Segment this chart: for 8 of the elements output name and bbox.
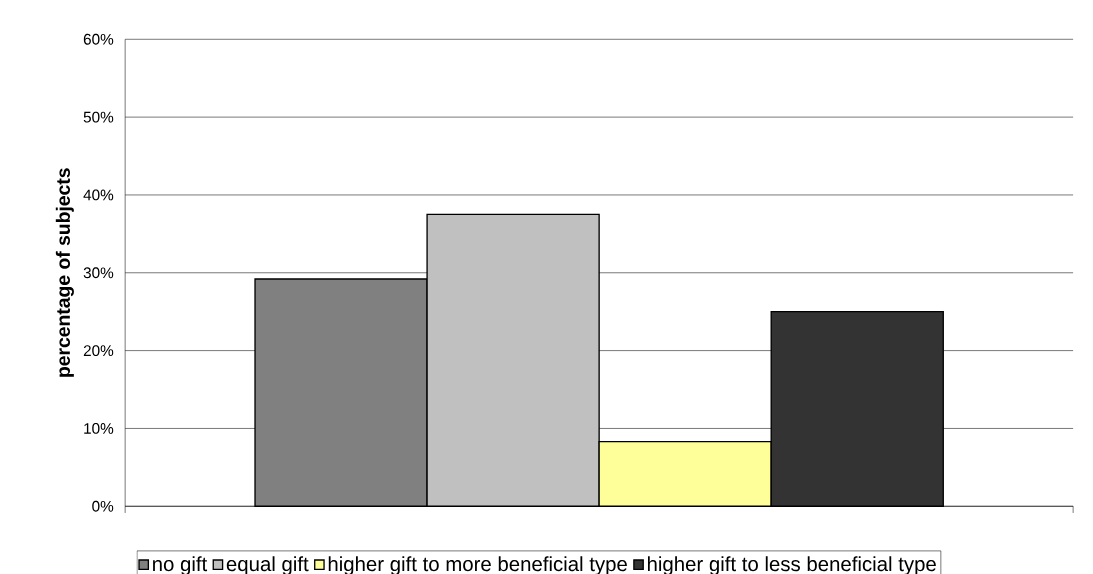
y-axis-title: percentage of subjects <box>55 168 74 377</box>
y-tick-label: 20% <box>83 345 114 357</box>
y-tick-label: 40% <box>83 189 114 201</box>
y-tick-label: 30% <box>83 267 114 279</box>
y-tick-label: 0% <box>92 500 114 512</box>
y-tick-label: 10% <box>84 423 114 434</box>
y-tick-label: 60% <box>83 33 114 45</box>
y-tick-label: 50% <box>83 111 114 123</box>
